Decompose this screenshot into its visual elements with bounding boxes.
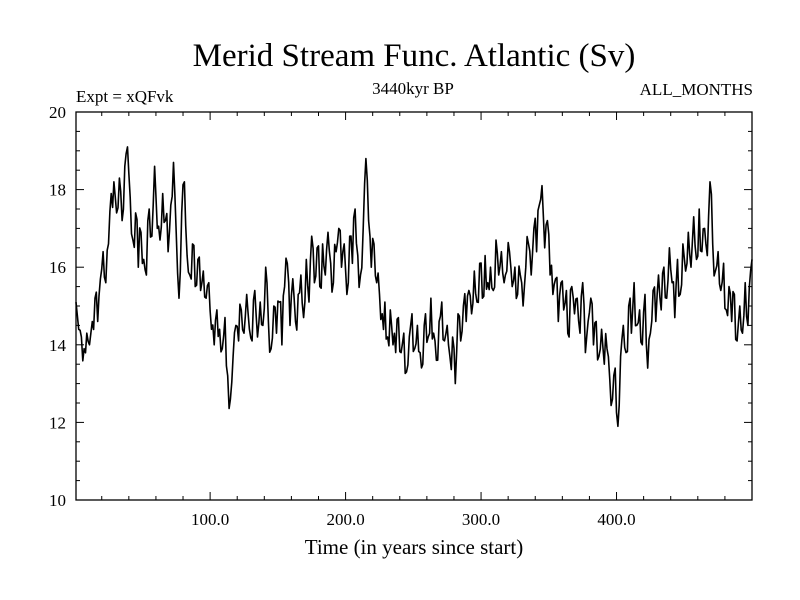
x-tick-label: 300.0 xyxy=(462,510,500,529)
experiment-label: Expt = xQFvk xyxy=(76,87,174,106)
y-tick-label: 20 xyxy=(49,103,66,122)
period-label: 3440kyr BP xyxy=(372,79,454,98)
y-tick-label: 14 xyxy=(49,336,67,355)
x-tick-label: 400.0 xyxy=(597,510,635,529)
y-tick-label: 10 xyxy=(49,491,66,510)
series-layer xyxy=(75,146,753,428)
axes: 10 12 14 16 18 20 100.0 200.0 300.0 400.0 xyxy=(49,103,753,529)
x-axis-label: Time (in years since start) xyxy=(305,535,524,559)
y-tick-label: 12 xyxy=(49,413,66,432)
plot-frame xyxy=(75,111,753,501)
y-tick-label: 16 xyxy=(49,258,66,277)
x-tick-label: 100.0 xyxy=(191,510,229,529)
y-tick-label: 18 xyxy=(49,181,66,200)
series-line xyxy=(75,146,753,428)
x-tick-label: 200.0 xyxy=(326,510,364,529)
chart-title: Merid Stream Func. Atlantic (Sv) xyxy=(193,38,636,74)
months-label: ALL_MONTHS xyxy=(640,80,753,99)
